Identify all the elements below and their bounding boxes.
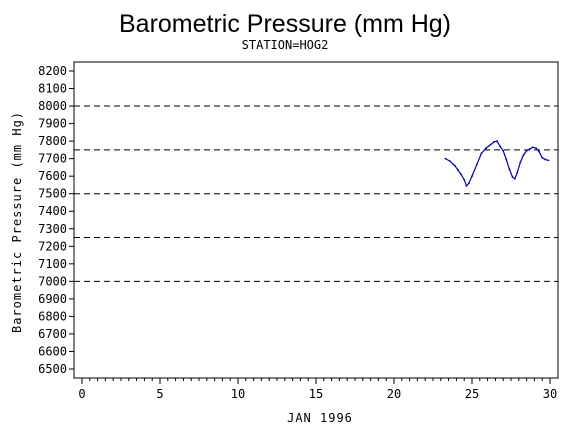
- data-point: [449, 160, 452, 163]
- y-tick-label: 7700: [38, 152, 67, 166]
- data-point: [508, 168, 511, 171]
- data-point: [463, 178, 466, 181]
- y-tick-label: 7100: [38, 257, 67, 271]
- data-point: [547, 159, 550, 162]
- data-point: [541, 156, 544, 159]
- data-point: [467, 182, 470, 185]
- data-point: [492, 141, 495, 143]
- data-point: [457, 169, 459, 171]
- data-point: [471, 175, 473, 178]
- x-tick-label: 10: [231, 387, 245, 401]
- data-point: [460, 173, 462, 176]
- data-point: [535, 147, 537, 150]
- x-axis-label: JAN 1996: [287, 411, 353, 425]
- data-point: [489, 143, 492, 146]
- y-tick-label: 8200: [38, 64, 67, 78]
- data-points: [444, 140, 550, 187]
- data-point: [485, 147, 487, 150]
- data-point: [465, 184, 468, 187]
- data-point: [525, 149, 528, 152]
- x-tick-label: 5: [156, 387, 163, 401]
- y-tick-label: 7900: [38, 117, 67, 131]
- data-point: [514, 177, 516, 180]
- data-point: [516, 171, 519, 174]
- data-point: [453, 164, 456, 167]
- y-axis: 6500 6600 6700 6800 6900 7000 7100 7200 7300 7400…: [38, 64, 74, 376]
- plot-frame: [73, 61, 559, 379]
- x-tick-label: 0: [78, 387, 85, 401]
- chart-subtitle: STATION=HOG2: [242, 38, 329, 52]
- reference-lines: [74, 105, 558, 282]
- data-point: [538, 150, 540, 153]
- y-tick-label: 7600: [38, 169, 67, 183]
- data-point: [475, 163, 478, 166]
- data-point: [502, 149, 505, 152]
- data-point: [505, 158, 508, 161]
- y-tick-label: 6800: [38, 309, 67, 323]
- y-tick-label: 7200: [38, 239, 67, 253]
- y-tick-label: 7300: [38, 222, 67, 236]
- y-tick-label: 7800: [38, 134, 67, 148]
- y-tick-label: 6900: [38, 292, 67, 306]
- x-axis: 0 5 10 15 20 25 30: [78, 378, 557, 401]
- data-point: [511, 176, 514, 178]
- x-tick-label: 20: [387, 387, 401, 401]
- data-point: [531, 146, 534, 149]
- y-tick-label: 7400: [38, 204, 67, 218]
- data-point: [528, 148, 531, 150]
- y-tick-label: 6600: [38, 344, 67, 358]
- y-tick-label: 7000: [38, 274, 67, 288]
- y-tick-label: 6700: [38, 327, 67, 341]
- data-point: [519, 161, 522, 164]
- x-tick-label: 15: [309, 387, 323, 401]
- data-point: [522, 154, 525, 157]
- y-tick-label: 8000: [38, 99, 67, 113]
- data-point: [496, 140, 498, 143]
- data-point: [544, 158, 547, 161]
- y-axis-label: Barometric Pressure (mm Hg): [10, 111, 24, 333]
- y-tick-label: 8100: [38, 82, 67, 96]
- chart-title: Barometric Pressure (mm Hg): [119, 10, 451, 38]
- data-point: [499, 145, 501, 148]
- x-tick-label: 25: [465, 387, 479, 401]
- y-tick-label: 7500: [38, 187, 67, 201]
- y-tick-label: 6500: [38, 362, 67, 376]
- data-point: [480, 152, 483, 155]
- x-tick-label: 30: [543, 387, 557, 401]
- data-point: [444, 157, 447, 160]
